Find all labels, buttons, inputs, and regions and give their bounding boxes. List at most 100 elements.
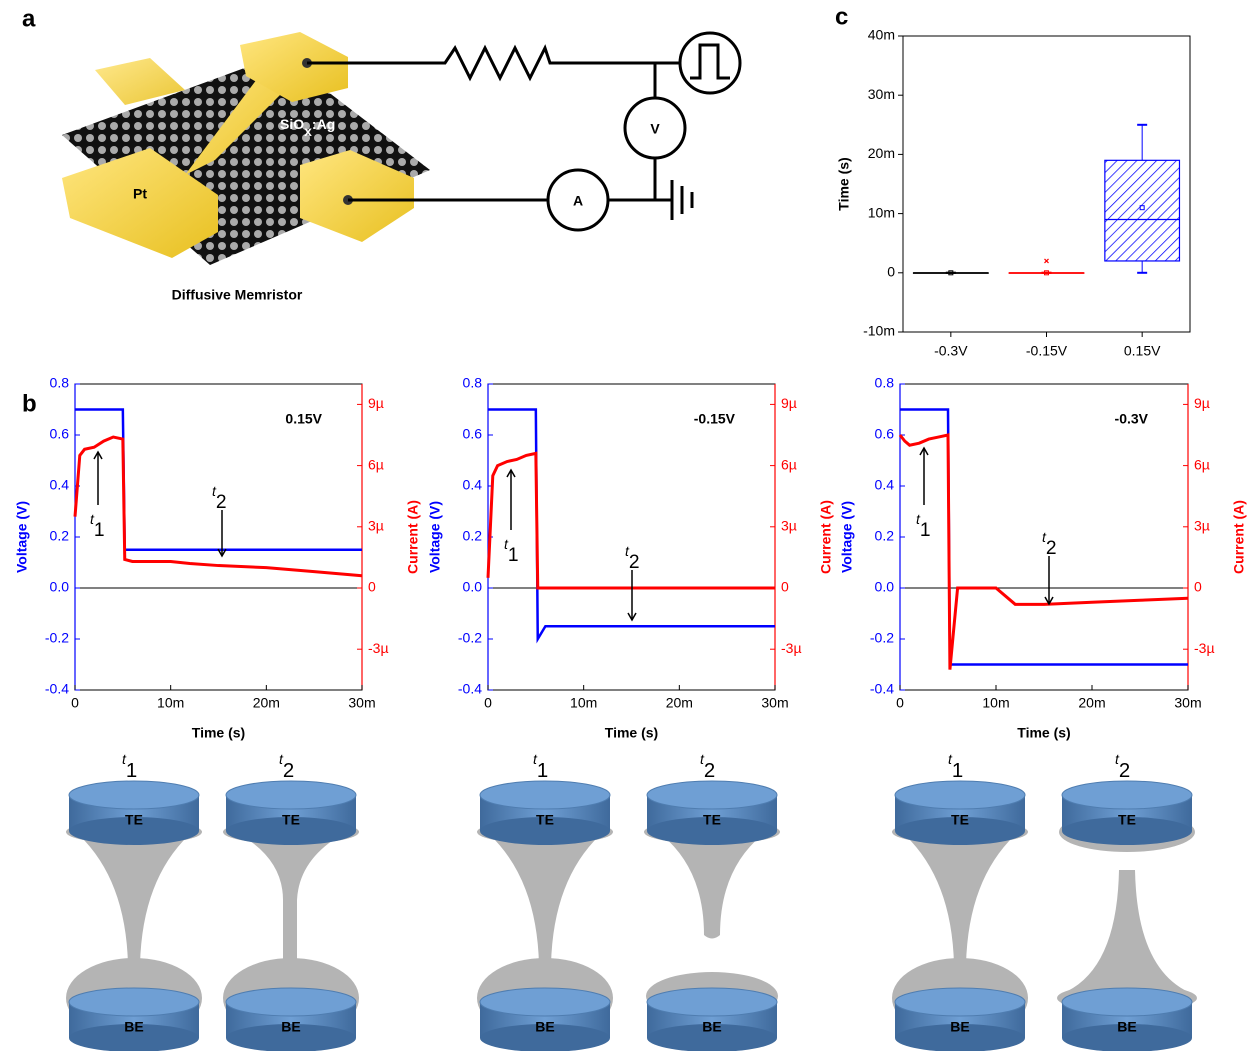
y-tick-label: 20m — [868, 145, 895, 161]
filament-label: t1 — [948, 751, 963, 783]
device: SiOx:Ag Pt Diffusive Memristor — [62, 32, 430, 303]
y2-tick-label: 0 — [368, 579, 376, 595]
resistor-wire — [307, 48, 680, 78]
x-axis-label: Time (s) — [605, 725, 658, 741]
y-tick-label: -10m — [863, 323, 895, 339]
y-tick-label: -0.4 — [45, 681, 69, 697]
y-tick-label: 0.2 — [875, 528, 895, 544]
electrode-top — [226, 781, 356, 809]
annotation: t2 — [1042, 529, 1057, 560]
annotation-sub: 1 — [537, 760, 548, 782]
electrode-label: Pt — [133, 186, 147, 202]
annotation-sub: 1 — [94, 520, 105, 541]
electrode-label: TE — [703, 812, 721, 828]
panel-label: a — [22, 5, 36, 32]
electrode-top — [1062, 781, 1192, 809]
y-tick-label: -0.4 — [870, 681, 894, 697]
y2-axis-label: Current (A) — [405, 500, 421, 574]
outlier — [1045, 259, 1049, 263]
y2-axis-label: Current (A) — [818, 500, 834, 574]
x-tick-label: 30m — [348, 695, 375, 711]
x-tick-label: 0.15V — [1124, 343, 1161, 359]
x-tick-label: 0 — [896, 695, 904, 711]
y-tick-label: -0.2 — [458, 630, 482, 646]
y2-axis-label: Current (A) — [1231, 500, 1247, 574]
filament — [241, 835, 341, 965]
filament-label: t2 — [279, 751, 294, 783]
filament-label: t2 — [700, 751, 715, 783]
filament — [905, 835, 1015, 965]
electrode-top — [895, 781, 1025, 809]
y-tick-label: 0.8 — [875, 375, 895, 391]
y-axis-label: Voltage (V) — [14, 501, 30, 573]
electrode-top — [647, 988, 777, 1016]
x-tick-label: 0 — [71, 695, 79, 711]
series-line — [75, 410, 362, 550]
y-tick-label: 0.4 — [50, 477, 70, 493]
x-tick-label: 20m — [666, 695, 693, 711]
filament-label: t1 — [533, 751, 548, 783]
ground — [672, 180, 692, 220]
y-tick-label: 0.6 — [463, 426, 483, 442]
x-tick-label: 30m — [1174, 695, 1201, 711]
annotation-sub: 1 — [920, 520, 931, 541]
x-tick-label: -0.3V — [934, 343, 968, 359]
y2-tick-label: -3µ — [781, 640, 802, 656]
y-tick-label: -0.4 — [458, 681, 482, 697]
x-tick-label: 20m — [1078, 695, 1105, 711]
filament — [79, 835, 189, 965]
annotation: t2 — [625, 543, 640, 574]
electrode-top — [69, 988, 199, 1016]
chart-title: -0.3V — [1115, 411, 1149, 427]
x-tick-label: 10m — [157, 695, 184, 711]
figure: a b c SiOx:Ag Pt Diffusive Memristor V A… — [0, 0, 1250, 1051]
y-axis-label: Time (s) — [836, 157, 852, 210]
y2-tick-label: 9µ — [1194, 395, 1210, 411]
y-tick-label: 0.4 — [875, 477, 895, 493]
y2-tick-label: -3µ — [368, 640, 389, 656]
y2-tick-label: 9µ — [368, 395, 384, 411]
electrode-top — [226, 988, 356, 1016]
electrode-label: BE — [950, 1019, 969, 1035]
y-tick-label: 0.6 — [875, 426, 895, 442]
y2-tick-label: 3µ — [368, 518, 384, 534]
electrode-top — [647, 781, 777, 809]
x-tick-label: 0 — [484, 695, 492, 711]
electrode-label: TE — [125, 812, 143, 828]
annotation-sub: 1 — [126, 760, 137, 782]
y-tick-label: 0.2 — [463, 528, 483, 544]
electrode-label: TE — [1118, 812, 1136, 828]
annotation-sub: 2 — [283, 760, 294, 782]
y2-tick-label: 6µ — [781, 456, 797, 472]
y-tick-label: 0.8 — [50, 375, 70, 391]
ammeter-label: A — [573, 193, 583, 209]
y-tick-label: 0.6 — [50, 426, 70, 442]
filament — [490, 835, 600, 965]
annotation: t1 — [504, 536, 519, 567]
y-tick-label: -0.2 — [870, 630, 894, 646]
y-tick-label: 40m — [868, 27, 895, 43]
layer-rest: :Ag — [312, 116, 335, 132]
electrode-label: BE — [702, 1019, 721, 1035]
annotation-sub: 2 — [629, 552, 640, 573]
y2-tick-label: 9µ — [781, 395, 797, 411]
y2-tick-label: 0 — [1194, 579, 1202, 595]
annotation: t2 — [212, 483, 227, 514]
electrode-top — [1062, 988, 1192, 1016]
electrode-label: TE — [951, 812, 969, 828]
annotation-sub: 2 — [216, 492, 227, 513]
y2-tick-label: 6µ — [1194, 456, 1210, 472]
y2-tick-label: 6µ — [368, 456, 384, 472]
x-tick-label: 20m — [253, 695, 280, 711]
x-tick-label: 30m — [761, 695, 788, 711]
y-tick-label: 0.0 — [875, 579, 895, 595]
chart-title: 0.15V — [285, 411, 322, 427]
y-tick-label: 30m — [868, 86, 895, 102]
filament — [1061, 870, 1193, 994]
electrode-label: BE — [281, 1019, 300, 1035]
electrode-label: TE — [536, 812, 554, 828]
annotation: t1 — [90, 511, 105, 542]
device-title: Diffusive Memristor — [172, 287, 303, 303]
x-axis-label: Time (s) — [192, 725, 245, 741]
electrode-label: BE — [1117, 1019, 1136, 1035]
